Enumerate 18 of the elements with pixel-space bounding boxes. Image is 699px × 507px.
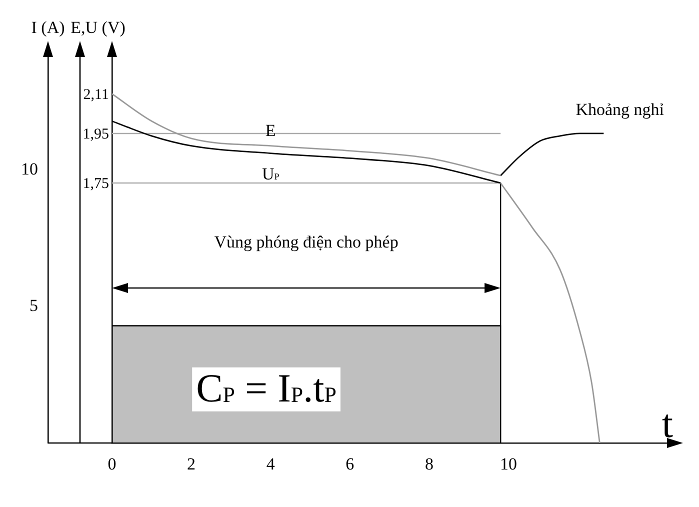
x-tick-label: 10 xyxy=(500,454,518,474)
y2-tick-label: 2,11 xyxy=(83,86,110,103)
x-tick-label: 2 xyxy=(187,454,196,474)
series-label: E xyxy=(265,120,276,140)
y-tick-label: 5 xyxy=(30,296,38,316)
y2-tick-label: 1,95 xyxy=(82,126,109,142)
y2-axis-title: E,U (V) xyxy=(70,18,126,37)
series-label: UP xyxy=(262,164,280,184)
x-axis-title: t xyxy=(662,401,674,446)
x-tick-label: 6 xyxy=(346,454,354,474)
x-tick-label: 4 xyxy=(266,454,276,474)
x-tick-label: 8 xyxy=(424,454,434,474)
annotation: Khoảng nghỉ xyxy=(576,100,664,119)
annotation: Vùng phóng điện cho phép xyxy=(214,232,398,252)
annotation: CP = IP.tP xyxy=(196,365,336,410)
y2-tick-label: 1,75 xyxy=(82,176,109,192)
y-axis-title: I (A) xyxy=(31,18,65,37)
x-tick-label: 0 xyxy=(108,454,116,474)
